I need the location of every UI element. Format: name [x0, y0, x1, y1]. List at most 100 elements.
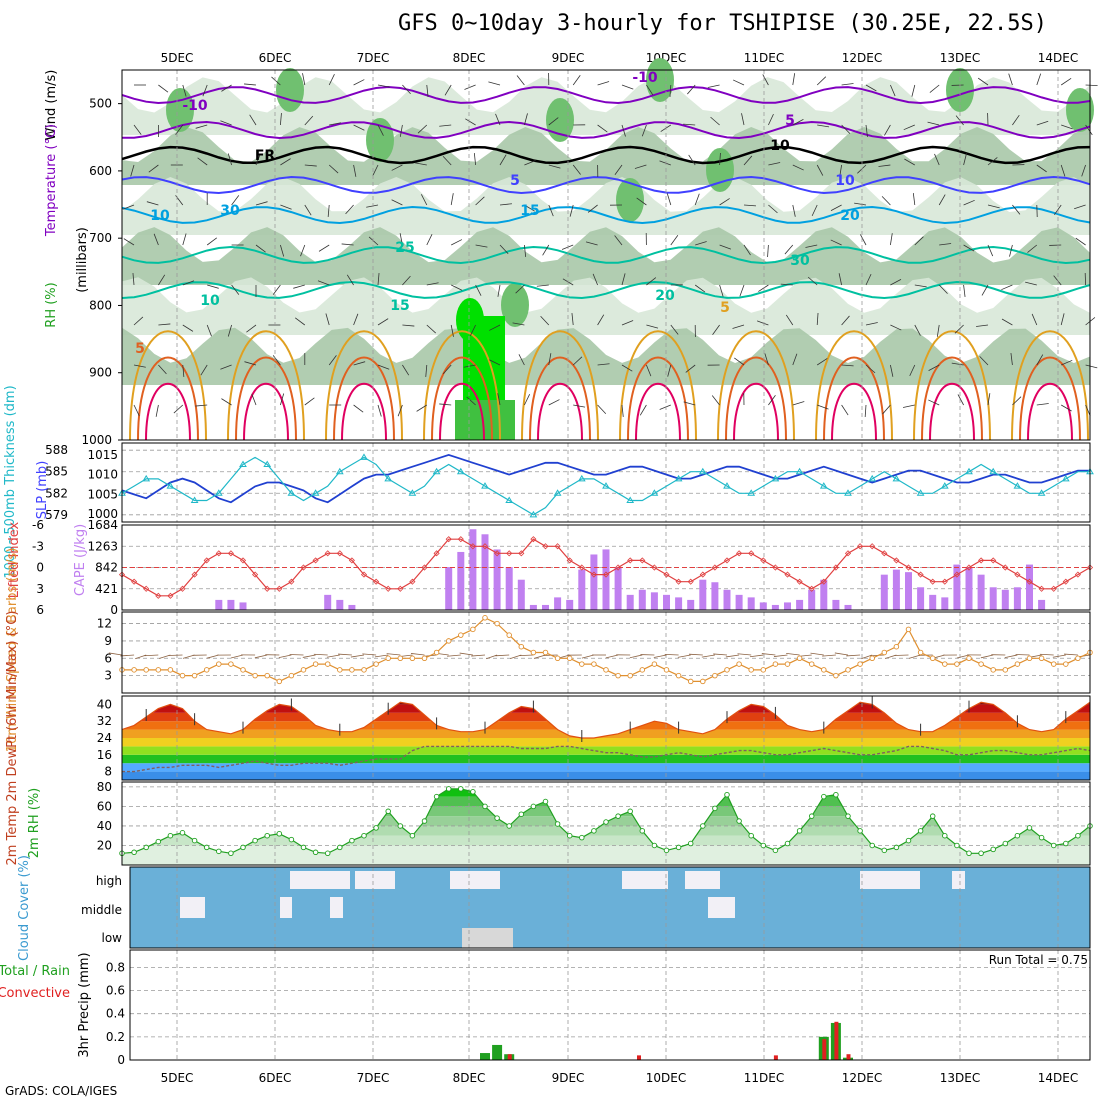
date-label: 13DEC: [940, 51, 980, 65]
wind-barb: [272, 355, 281, 366]
wind-barb: [830, 204, 842, 211]
wind-speed-marker: [845, 667, 851, 673]
wind-barb: [839, 164, 842, 177]
thickness-marker: [553, 489, 562, 496]
rh-marker: [748, 832, 754, 839]
contour-label: 15: [520, 203, 539, 219]
wind-barb: [524, 160, 536, 166]
cape-bar: [687, 599, 695, 610]
wind-barb: [280, 393, 285, 406]
wind-barb: [486, 654, 498, 660]
wind-barb: [878, 164, 891, 167]
cloud-level-label: low: [102, 931, 123, 945]
contour-label: 20: [840, 208, 860, 224]
wind-barb: [158, 84, 169, 93]
wind-barb: [1081, 164, 1086, 177]
wind-barb: [206, 654, 219, 659]
wind-barb: [666, 193, 672, 206]
li-marker: [288, 578, 295, 585]
wind-speed-marker: [300, 667, 307, 673]
panel-frame: [129, 949, 1091, 1061]
li-marker: [784, 571, 791, 578]
contour-label: -10: [632, 70, 658, 86]
wind-barb: [377, 124, 384, 136]
wind-barb: [230, 654, 244, 659]
rh-marker: [131, 849, 137, 856]
wind-barb: [1012, 204, 1021, 215]
rh-marker: [845, 813, 851, 819]
thickness-marker: [190, 496, 199, 503]
thickness-marker: [892, 474, 901, 482]
wind-barb: [846, 654, 861, 657]
date-label: 10DEC: [646, 1071, 686, 1085]
wind-barb: [634, 164, 647, 169]
wind-barb: [861, 654, 873, 660]
rh-marker: [627, 808, 633, 815]
wind-barb: [741, 113, 745, 126]
thickness-marker: [505, 496, 514, 503]
wind-barb: [353, 313, 359, 326]
isotherm-arch: [627, 356, 689, 441]
wind-barb: [459, 652, 473, 656]
date-label: 8DEC: [453, 1071, 486, 1085]
li-marker: [941, 578, 948, 585]
wind-barb: [963, 153, 967, 166]
wind-tick: 9: [104, 634, 112, 648]
li-marker: [953, 571, 960, 578]
wind-barb: [353, 164, 357, 177]
cape-bar: [505, 567, 513, 610]
wind-speed-marker: [893, 643, 900, 650]
date-label: 7DEC: [357, 1071, 390, 1085]
wind-barb: [402, 364, 410, 376]
wind-barb: [597, 81, 610, 86]
wind-barb: [272, 284, 281, 295]
rh-marker: [1026, 825, 1033, 831]
chart-title: GFS 0~10day 3-hourly for TSHIPISE (30.25…: [398, 11, 1047, 36]
rh-shading: [122, 127, 1090, 185]
isotherm-arch: [725, 356, 787, 441]
rh-tick: 80: [97, 780, 112, 794]
wind-barb: [1025, 281, 1037, 286]
wind-barb: [792, 204, 796, 217]
wind-barb: [350, 654, 365, 658]
cape-bar: [711, 582, 719, 610]
wind-barb: [725, 654, 740, 658]
wind-barb: [300, 244, 306, 257]
wind-barb: [841, 315, 850, 326]
wind-barb: [495, 113, 501, 126]
wind-barb: [688, 653, 703, 656]
rh-shading: [122, 277, 1090, 335]
rh-panel: 20 40 60 80 2m RH (%): [27, 780, 1093, 866]
isotherm-arch: [929, 382, 975, 441]
wind-barb: [951, 362, 964, 366]
cape-bar: [953, 564, 961, 610]
wind-barb: [743, 204, 756, 207]
wind-barb: [1008, 73, 1013, 86]
precip-convective-bar: [637, 1055, 641, 1060]
wind-barb: [444, 84, 452, 96]
wind-barb: [524, 394, 531, 406]
cape-bar: [808, 589, 816, 610]
rh-marker: [143, 844, 149, 851]
thickness-marker: [747, 489, 756, 496]
thickness-marker: [674, 474, 683, 482]
wind-barb: [963, 244, 975, 252]
rh-marker: [687, 840, 694, 847]
li-marker: [675, 578, 682, 585]
li-marker: [215, 550, 222, 557]
rh-band: [122, 845, 1090, 865]
precip-convective-bar: [773, 1055, 778, 1060]
li-marker: [627, 557, 634, 564]
li-marker: [566, 557, 573, 564]
wind-barb: [743, 244, 751, 256]
temp-band: [122, 738, 1090, 747]
wind-barb: [197, 157, 208, 166]
li-marker: [409, 578, 416, 585]
rh-band: [122, 788, 1090, 797]
wind-barb: [614, 164, 623, 175]
rh-marker: [772, 847, 779, 854]
wind-speed-marker: [228, 661, 234, 667]
wind-speed-marker: [518, 643, 525, 650]
wind-barb: [956, 654, 970, 659]
wind-speed-marker: [760, 667, 767, 673]
